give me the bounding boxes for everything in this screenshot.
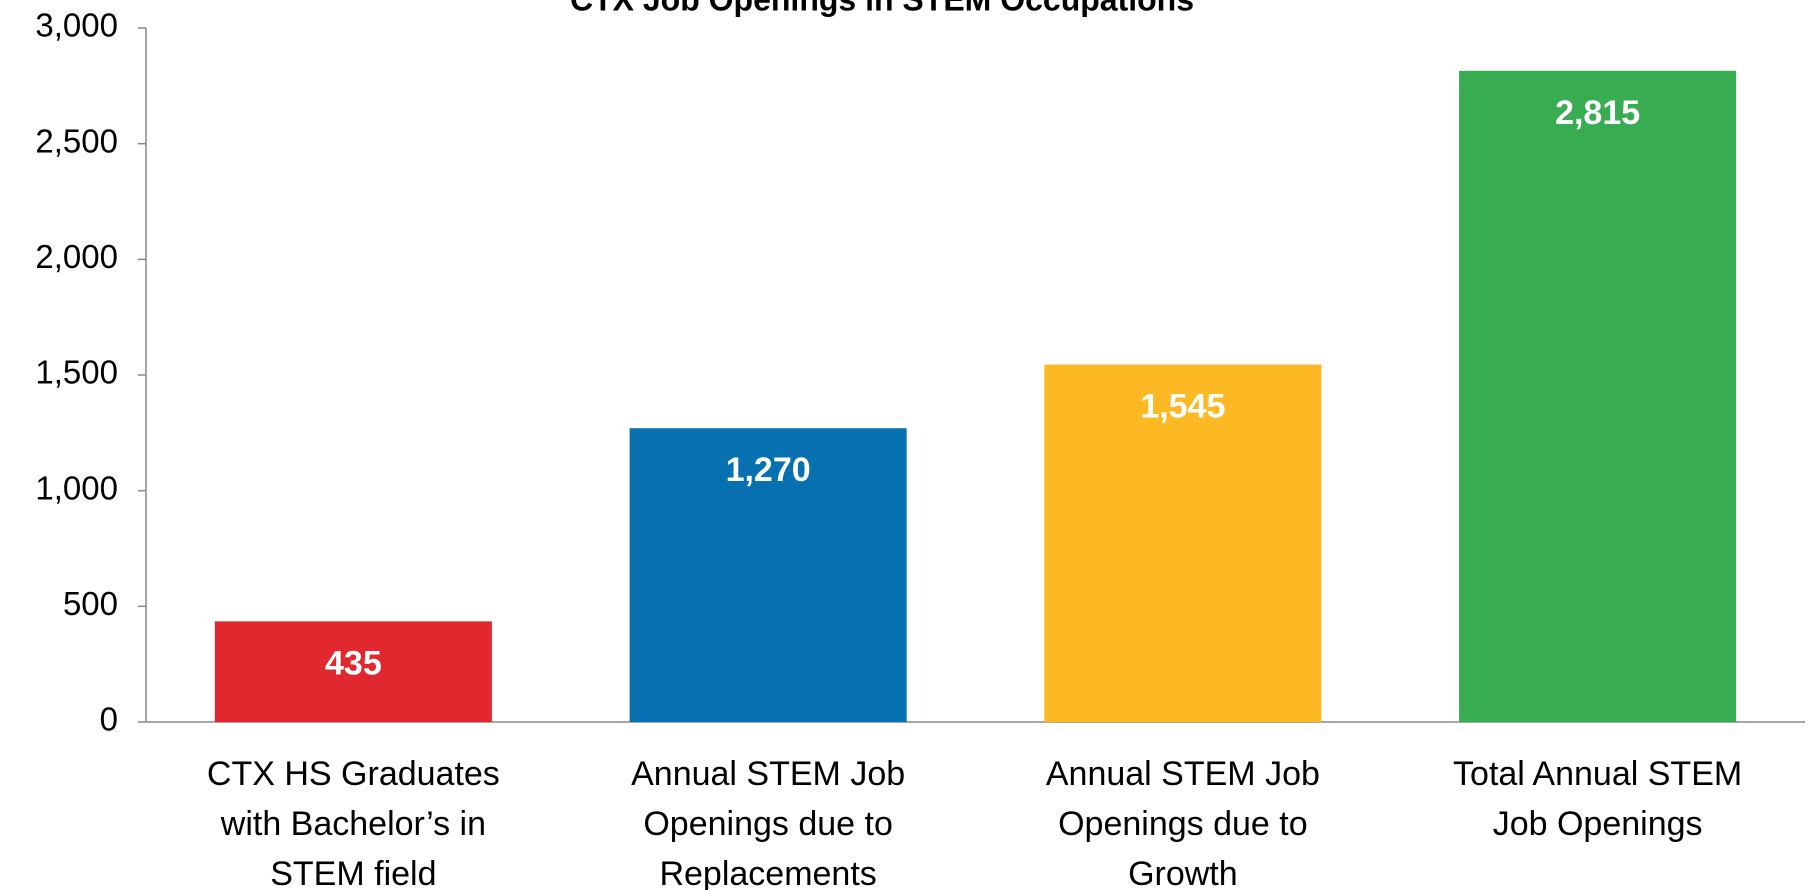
x-tick-label: Annual STEM Job Openings due to Growth	[1045, 755, 1320, 890]
y-tick-label: 500	[63, 585, 118, 622]
x-tick-label: Annual STEM Job Openings due to Replacem…	[631, 755, 906, 890]
value-label: 1,545	[1140, 388, 1225, 426]
y-tick-label: 3,000	[35, 7, 118, 44]
y-tick-label: 0	[100, 701, 118, 738]
value-label: 1,270	[726, 451, 811, 489]
bar	[214, 621, 492, 722]
y-tick-label: 1,500	[35, 354, 118, 391]
y-tick-label: 2,500	[35, 122, 118, 159]
bar	[1459, 70, 1737, 722]
chart-title: CTX Job Openings in STEM Occupations	[570, 0, 1194, 17]
value-label: 435	[325, 644, 382, 682]
bar	[1044, 364, 1322, 722]
y-tick-label: 2,000	[35, 238, 118, 275]
y-tick-label: 1,000	[35, 469, 118, 506]
x-tick-label: CTX HS Graduates with Bachelor’s in STEM…	[206, 755, 500, 890]
bar	[629, 428, 907, 722]
value-label: 2,815	[1555, 94, 1640, 132]
x-tick-label: Total Annual STEM Job Openings	[1453, 755, 1743, 843]
